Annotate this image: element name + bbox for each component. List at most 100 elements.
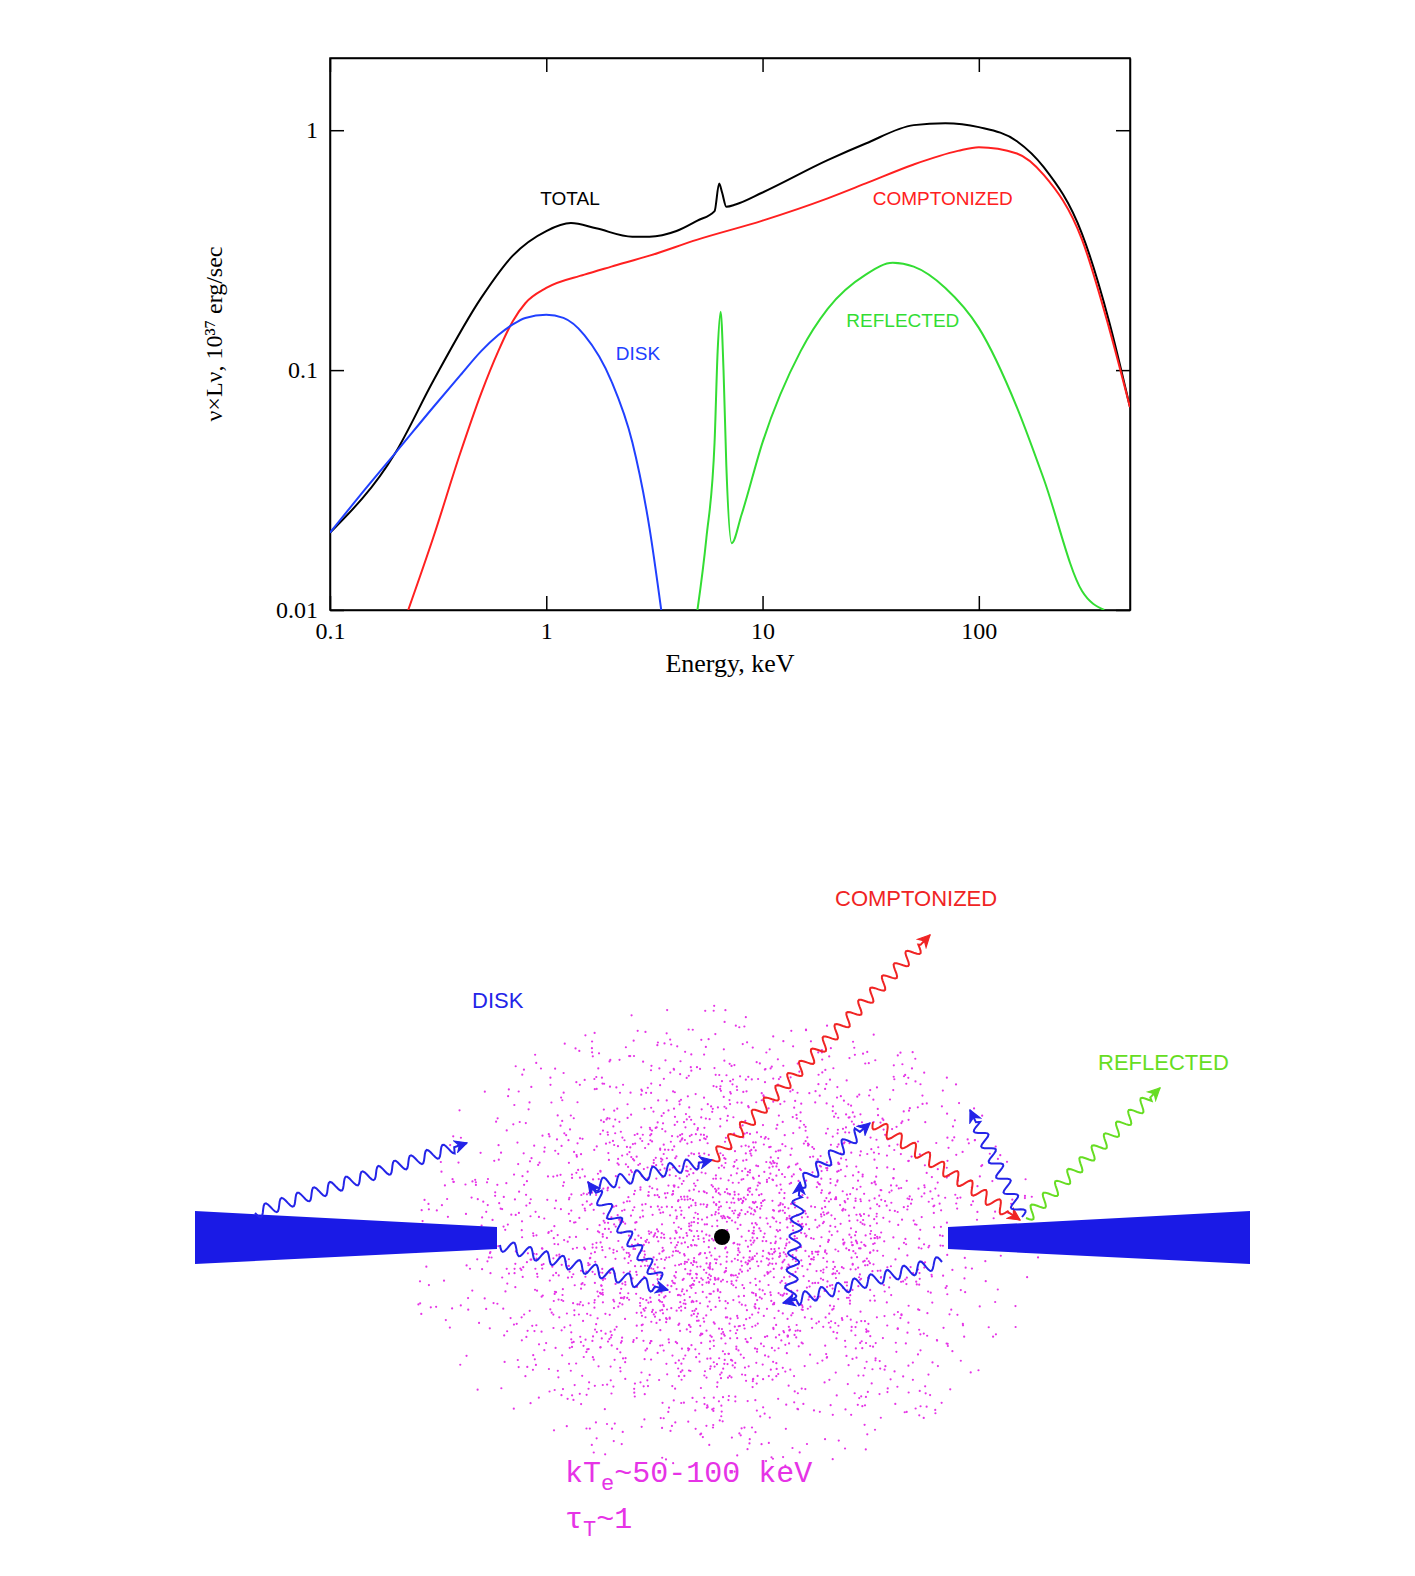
plasma-dot: [690, 1314, 692, 1316]
plasma-dot: [895, 1185, 897, 1187]
plasma-dot: [754, 1222, 756, 1224]
plasma-dot: [543, 1151, 545, 1153]
tick-mark: [330, 610, 344, 612]
plasma-dot: [573, 1341, 575, 1343]
plasma-dot: [801, 1387, 803, 1389]
plasma-dot: [926, 1102, 928, 1104]
plasma-dot: [556, 1175, 558, 1177]
plasma-dot: [708, 1235, 710, 1237]
tick-mark: [330, 130, 344, 132]
plasma-dot: [687, 1273, 689, 1275]
plasma-dot: [475, 1184, 477, 1186]
plasma-dot: [618, 1186, 620, 1188]
plasma-dot: [757, 1265, 759, 1267]
plasma-dot: [703, 1097, 705, 1099]
plasma-dot: [829, 1225, 831, 1227]
plasma-dot: [788, 1215, 790, 1217]
plasma-dot: [857, 1404, 859, 1406]
series-label: REFLECTED: [846, 310, 959, 331]
plasma-dot: [702, 1436, 704, 1438]
plasma-dot: [719, 1291, 721, 1293]
plasma-dot: [749, 1282, 751, 1284]
plasma-dot: [510, 1214, 512, 1216]
plasma-dot: [516, 1141, 518, 1143]
plasma-dot: [637, 1235, 639, 1237]
plasma-dot: [681, 1198, 683, 1200]
plasma-dot: [458, 1109, 460, 1111]
plasma-dot: [937, 1195, 939, 1197]
plasma-dot: [592, 1335, 594, 1337]
plasma-dot: [691, 1310, 693, 1312]
plasma-dot: [845, 1113, 847, 1115]
plasma-dot: [591, 1051, 593, 1053]
plasma-dot: [631, 1171, 633, 1173]
plasma-dot: [901, 1063, 903, 1065]
plasma-dot: [641, 1140, 643, 1142]
plasma-dot: [683, 1402, 685, 1404]
plasma-dot: [903, 1206, 905, 1208]
plasma-dot: [730, 1283, 732, 1285]
plasma-dot: [789, 1328, 791, 1330]
plasma-dot: [727, 1192, 729, 1194]
plasma-dot: [948, 1313, 950, 1315]
plasma-dot: [787, 1335, 789, 1337]
plasma-dot: [770, 1156, 772, 1158]
plasma-dot: [513, 1104, 515, 1106]
plasma-dot: [929, 1394, 931, 1396]
plasma-dot: [789, 1276, 791, 1278]
plasma-dot: [942, 1089, 944, 1091]
plasma-dot: [690, 1053, 692, 1055]
plasma-dot: [792, 1089, 794, 1091]
tick-mark: [546, 596, 548, 610]
plasma-dot: [740, 1145, 742, 1147]
plasma-dot: [751, 1326, 753, 1328]
plasma-dot: [562, 1288, 564, 1290]
plasma-dot: [671, 1385, 673, 1387]
plasma-dot: [471, 1180, 473, 1182]
plasma-dot: [769, 1416, 771, 1418]
plasma-dot: [724, 1300, 726, 1302]
plasma-dot: [460, 1137, 462, 1139]
plasma-dot: [732, 1364, 734, 1366]
plasma-dot: [813, 1258, 815, 1260]
plasma-dot: [479, 1152, 481, 1154]
plasma-dot: [832, 1268, 834, 1270]
plasma-dot: [641, 1426, 643, 1428]
plasma-dot: [805, 1029, 807, 1031]
plasma-dot: [492, 1302, 494, 1304]
plasma-dot: [548, 1135, 550, 1137]
plasma-dot: [915, 1281, 917, 1283]
plasma-dot: [647, 1385, 649, 1387]
plasma-dot: [579, 1177, 581, 1179]
plasma-dot: [836, 1132, 838, 1134]
plasma-dot: [749, 1260, 751, 1262]
plasma-dot: [595, 1242, 597, 1244]
corona-cloud: [404, 1005, 1039, 1473]
plasma-dot: [599, 1241, 601, 1243]
plasma-dot: [722, 1368, 724, 1370]
plasma-dot: [712, 1410, 714, 1412]
plasma-dot: [824, 1438, 826, 1440]
plasma-dot: [960, 1289, 962, 1291]
plasma-dot: [727, 1302, 729, 1304]
plasma-dot: [603, 1212, 605, 1214]
plasma-dot: [850, 1105, 852, 1107]
plasma-dot: [592, 1243, 594, 1245]
plasma-dot: [578, 1217, 580, 1219]
plasma-dot: [579, 1137, 581, 1139]
plasma-dot: [759, 1415, 761, 1417]
tick-mark: [762, 596, 764, 610]
plasma-dot: [813, 1409, 815, 1411]
plasma-dot: [886, 1154, 888, 1156]
plasma-dot: [639, 1186, 641, 1188]
plasma-dot: [848, 1131, 850, 1133]
plasma-dot: [731, 1083, 733, 1085]
plasma-dot: [779, 1076, 781, 1078]
plasma-dot: [847, 1198, 849, 1200]
plasma-dot: [643, 1385, 645, 1387]
plasma-dot: [674, 1282, 676, 1284]
plasma-dot: [636, 1274, 638, 1276]
plasma-dot: [705, 1262, 707, 1264]
plasma-dot: [599, 1133, 601, 1135]
plasma-dot: [695, 1292, 697, 1294]
